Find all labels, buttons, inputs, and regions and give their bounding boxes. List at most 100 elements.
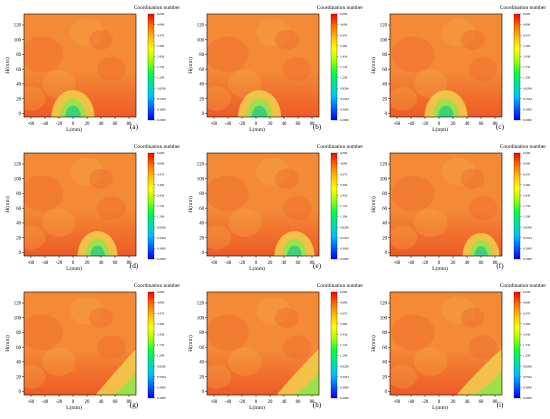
colorbar-tick-label: 1.732 [523, 343, 531, 347]
colorbar-tick-label: 0.2000 [523, 118, 532, 122]
plot-frame [389, 291, 503, 396]
colorbar-tick-label: 4.370 [340, 311, 348, 315]
x-axis-label: L(mm) [66, 265, 82, 272]
x-tick-label: 0 [438, 400, 441, 405]
field-mottle [207, 314, 249, 351]
y-tick-label: 20 [199, 97, 204, 102]
colorbar-tick-label: 0.8296 [157, 364, 166, 368]
x-tick-label: 60 [296, 261, 301, 266]
x-tick-label: -60 [28, 400, 35, 405]
x-tick-label: -40 [225, 400, 232, 405]
colorbar-tick-label: 1.209 [340, 354, 348, 358]
x-tick-label: 40 [99, 400, 104, 405]
x-tick-label: 0 [72, 261, 75, 266]
plume-halo [276, 348, 319, 395]
plot-frame [206, 152, 320, 257]
colorbar-tick-label: 0.5504 [157, 236, 166, 240]
colorbar-tick-label: 0.8296 [157, 225, 166, 229]
field-mottle [24, 175, 64, 212]
plot-frame [23, 291, 137, 396]
x-axis-label: L(mm) [249, 265, 265, 272]
colorbar-tick-label: 0.3000 [523, 108, 532, 112]
field-mottle [89, 29, 113, 50]
field-mottle [274, 307, 299, 328]
x-tick-label: -60 [211, 261, 218, 266]
colorbar-title: Coordination number [500, 144, 546, 150]
colorbar [513, 152, 521, 260]
x-axis-label: L(mm) [66, 126, 82, 133]
panel-label: (e) [313, 262, 322, 270]
colorbar-tick-label: 2.436 [340, 333, 348, 337]
contour-field [24, 14, 136, 117]
y-tick-label: 100 [380, 177, 388, 182]
colorbar-tick-label: 4.696 [157, 301, 165, 305]
colorbar-title: Coordination number [317, 283, 363, 289]
colorbar-tick-label: 6.000 [523, 290, 531, 294]
y-tick-label: 40 [382, 83, 387, 88]
colorbar-title: Coordination number [134, 283, 180, 289]
panel-label: (a) [130, 123, 139, 131]
contour-panel-f: -60 -40 -20 0 20 40 60 80 0 20 40 60 80 100 120 L(mm) H(… [370, 144, 546, 272]
y-tick-label: 120 [14, 24, 22, 29]
y-tick-label: 100 [14, 316, 22, 321]
contour-panel-b: -60 -40 -20 0 20 40 60 80 0 20 40 60 80 100 120 L(mm) H(… [187, 5, 363, 133]
y-tick-label: 0 [19, 390, 22, 395]
field-mottle [97, 57, 126, 82]
y-tick-label: 0 [202, 112, 205, 117]
arch-core [474, 246, 488, 256]
colorbar [513, 291, 521, 399]
field-mottle [391, 314, 435, 351]
colorbar [330, 152, 338, 260]
y-tick-label: 20 [16, 97, 21, 102]
x-axis-label: L(mm) [249, 404, 265, 411]
field-mottle [24, 364, 46, 389]
colorbar-tick-label: 0.5504 [157, 375, 166, 379]
y-tick-label: 60 [382, 68, 387, 73]
plot-frame [23, 152, 137, 257]
colorbar-tick-label: 0.3000 [340, 386, 349, 390]
colorbar-tick-label: 3.366 [340, 44, 348, 48]
colorbar-tick-label: 0.5504 [523, 375, 532, 379]
y-tick-label: 60 [16, 346, 21, 351]
colorbar-tick-label: 1.732 [523, 204, 531, 208]
field-mottle [274, 29, 299, 50]
y-tick-label: 100 [380, 38, 388, 43]
contour-field [207, 153, 319, 256]
y-tick-label: 80 [16, 53, 21, 58]
y-tick-label: 80 [382, 331, 387, 336]
field-mottle [441, 296, 476, 325]
y-tick-label: 120 [380, 302, 388, 307]
y-tick-label: 120 [14, 302, 22, 307]
x-tick-label: 20 [85, 122, 90, 127]
colorbar-tick-label: 0.2000 [523, 396, 532, 400]
field-mottle [391, 175, 435, 212]
x-tick-label: 60 [479, 400, 484, 405]
y-tick-label: 20 [382, 236, 387, 241]
field-mottle [460, 307, 485, 328]
colorbar-tick-label: 2.436 [523, 333, 531, 337]
x-tick-label: -60 [394, 122, 401, 127]
colorbar-tick-label: 0.8296 [157, 86, 166, 90]
y-axis-label: H(mm) [4, 57, 11, 74]
x-tick-label: -60 [394, 261, 401, 266]
colorbar-tick-label: 3.366 [523, 322, 531, 326]
field-mottle [97, 335, 126, 360]
panel-label: (c) [496, 123, 505, 131]
contour-panel-g: -60 -40 -20 0 20 40 60 80 0 20 40 60 80 100 120 L(mm) H(… [4, 283, 180, 411]
field-mottle [42, 69, 76, 98]
colorbar-tick-label: 3.366 [157, 183, 165, 187]
x-tick-label: 0 [72, 122, 75, 127]
colorbar-tick-label: 6.000 [340, 151, 348, 155]
plume-halo [95, 348, 136, 395]
field-mottle [391, 36, 435, 73]
colorbar-tick-label: 0.5504 [523, 97, 532, 101]
colorbar-tick-label: 1.209 [340, 215, 348, 219]
field-mottle [42, 347, 76, 376]
y-tick-label: 60 [16, 207, 21, 212]
field-mottle [97, 196, 126, 221]
y-tick-label: 20 [16, 236, 21, 241]
panel-label: (i) [497, 401, 504, 409]
colorbar-title: Coordination number [134, 144, 180, 150]
contour-field [390, 14, 502, 117]
